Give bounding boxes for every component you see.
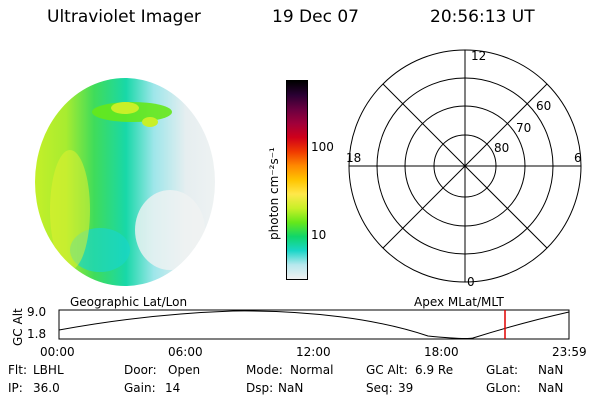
polar-label-12: 12 (471, 49, 486, 63)
orbit-xtick-1200: 12:00 (296, 345, 331, 359)
orbit-altitude-curve (58, 310, 570, 340)
header-date: 19 Dec 07 (272, 7, 359, 27)
status-dsp-value: NaN (278, 381, 304, 395)
status-glat-label: GLat: (486, 363, 519, 377)
status-gcalt-label: GC Alt: (366, 363, 408, 377)
status-gcalt-value: 6.9 Re (415, 363, 454, 377)
polar-spoke-diagonal-2 (382, 83, 548, 249)
orbit-right-title: Apex MLat/MLT (414, 295, 504, 309)
status-gain-value: 14 (165, 381, 181, 395)
polar-label-0: 0 (467, 275, 475, 288)
orbit-ytick-1.8: 1.8 (27, 327, 47, 341)
status-mode-label: Mode: (246, 363, 283, 377)
orbit-ylabel: GC Alt (11, 308, 25, 346)
uv-image-pixels (35, 78, 215, 286)
status-ip-label: IP: (8, 381, 23, 395)
polar-label-18: 18 (346, 151, 361, 165)
orbit-plot (58, 309, 570, 340)
orbit-xtick-1800: 18:00 (424, 345, 459, 359)
colorbar-unit-label: photon cm⁻²s⁻¹ (267, 147, 281, 240)
header-time: 20:56:13 UT (430, 7, 535, 27)
status-flt-value: LBHL (33, 363, 64, 377)
status-flt-label: Flt: (8, 363, 27, 377)
orbit-xtick-0600: 06:00 (168, 345, 203, 359)
colorbar-tick-100: 100 (311, 140, 334, 154)
status-glon-value: NaN (538, 381, 564, 395)
polar-label-60: 60 (536, 99, 551, 113)
status-seq-value: 39 (398, 381, 414, 395)
orbit-left-title: Geographic Lat/Lon (70, 295, 188, 309)
polar-label-80: 80 (494, 141, 509, 155)
status-glat-value: NaN (538, 363, 564, 377)
polar-label-70: 70 (516, 121, 531, 135)
status-gain-label: Gain: (124, 381, 156, 395)
orbit-xtick-0000: 00:00 (40, 345, 75, 359)
status-door-value: Open (168, 363, 201, 377)
status-glon-label: GLon: (486, 381, 521, 395)
status-door-label: Door: (124, 363, 157, 377)
orbit-xtick-2359: 23:59 (552, 345, 587, 359)
status-dsp-label: Dsp: (246, 381, 274, 395)
status-seq-label: Seq: (366, 381, 393, 395)
orbit-ytick-9: 9.0 (27, 305, 47, 319)
colorbar-tick-10: 10 (311, 228, 327, 242)
instrument-title: Ultraviolet Imager (47, 7, 201, 27)
colorbar (286, 80, 308, 280)
status-ip-value: 36.0 (33, 381, 60, 395)
status-mode-value: Normal (290, 363, 334, 377)
polar-plot: 12 18 6 0 60 70 80 (346, 49, 582, 288)
polar-label-6: 6 (574, 151, 582, 165)
